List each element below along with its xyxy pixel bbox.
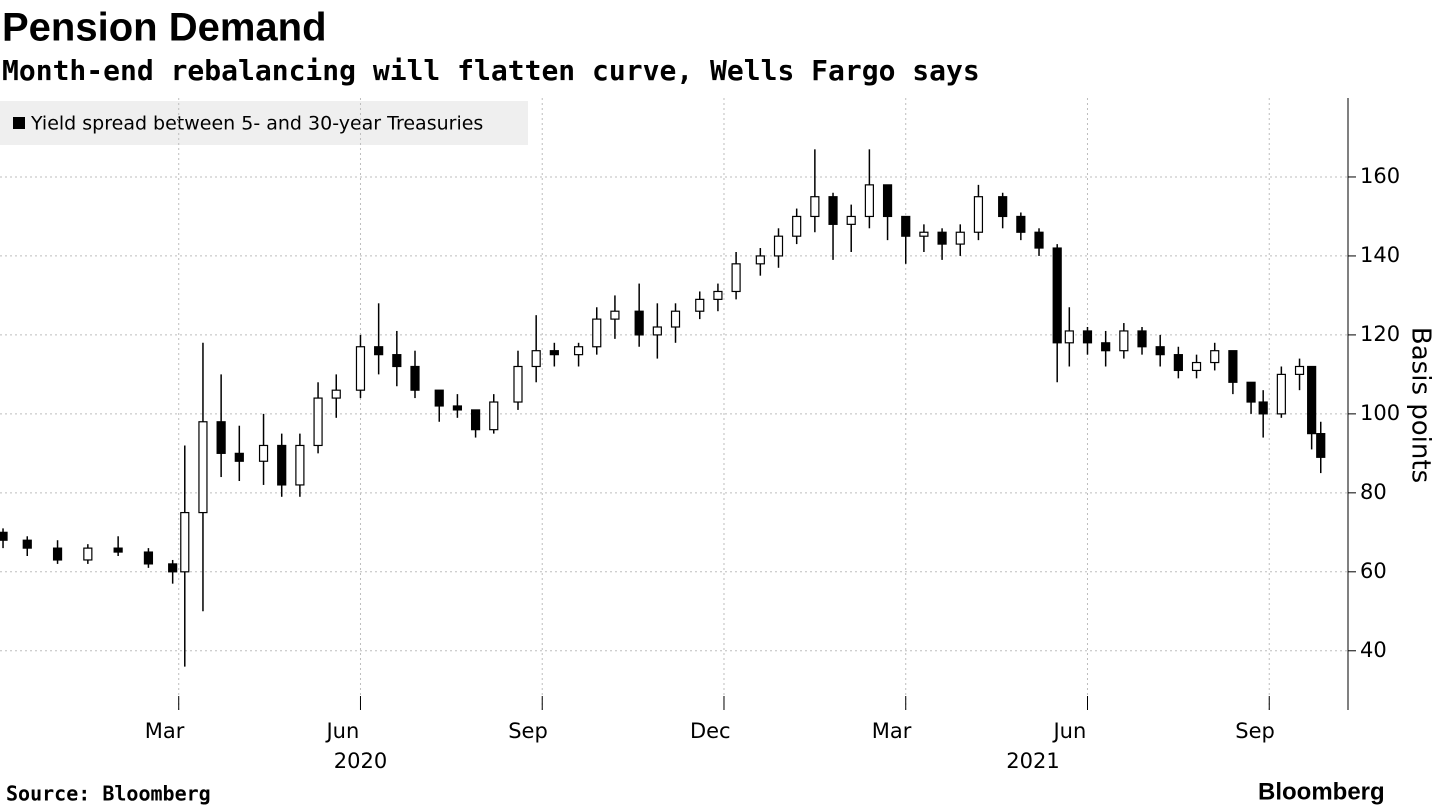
candle-body xyxy=(410,365,420,391)
y-tick-label: 140 xyxy=(1360,243,1400,267)
candle-body xyxy=(610,310,620,320)
y-axis-title: Basis points xyxy=(1406,327,1436,483)
legend-box xyxy=(0,101,528,145)
x-tick-label: Mar xyxy=(872,719,912,743)
candle-body xyxy=(1119,330,1129,352)
candle-body xyxy=(1052,247,1062,344)
candle-body xyxy=(143,551,154,565)
candle-body xyxy=(1228,350,1238,383)
candle-body xyxy=(882,184,893,218)
candle-body xyxy=(828,196,838,225)
candle-body xyxy=(1276,373,1286,415)
candle-body xyxy=(470,409,481,431)
candle-body xyxy=(1307,365,1317,435)
candle-body xyxy=(846,215,856,225)
candle-body xyxy=(713,290,723,300)
candle-body xyxy=(1101,342,1111,352)
candle-body xyxy=(434,389,444,407)
candle-body xyxy=(1191,361,1202,372)
legend-label: Yield spread between 5- and 30-year Trea… xyxy=(30,113,483,135)
candle-body xyxy=(1155,346,1165,356)
x-tick-label: Jun xyxy=(324,719,359,743)
y-tick-label: 40 xyxy=(1360,638,1387,662)
y-tick-label: 160 xyxy=(1360,164,1400,188)
candle-body xyxy=(489,401,499,431)
candle-body xyxy=(695,298,705,312)
legend-swatch xyxy=(13,117,25,129)
candle-body xyxy=(792,215,802,237)
candle-body xyxy=(1016,215,1026,233)
candle-body xyxy=(52,547,63,561)
candle-body xyxy=(1173,354,1183,372)
x-tick-label: Sep xyxy=(1235,719,1275,743)
candle-body xyxy=(652,326,662,336)
candle-body xyxy=(313,397,323,447)
source: Source: Bloomberg xyxy=(6,782,211,806)
candle-body xyxy=(1210,350,1220,364)
candle-body xyxy=(331,389,341,399)
candle-body xyxy=(277,444,287,486)
candle-body xyxy=(452,405,463,411)
candle-body xyxy=(1258,401,1268,415)
candle-body xyxy=(198,421,208,514)
candle-body xyxy=(83,547,93,561)
candle-body xyxy=(22,539,32,549)
candle-body xyxy=(1294,365,1305,375)
candle-body xyxy=(168,563,178,573)
candle-body xyxy=(810,196,820,218)
candle-body xyxy=(901,215,911,237)
candle-body xyxy=(0,531,8,541)
candle-body xyxy=(234,452,244,462)
candle-body xyxy=(180,511,190,573)
candle-body xyxy=(755,255,765,265)
x-group-label: 2020 xyxy=(334,749,387,773)
candle-body xyxy=(919,231,929,237)
candle-body xyxy=(998,196,1008,218)
candle-body xyxy=(113,547,123,553)
x-group-label: 2021 xyxy=(1006,749,1059,773)
candle-body xyxy=(1034,231,1044,249)
candle-body xyxy=(634,310,644,336)
x-tick-label: Mar xyxy=(145,719,185,743)
candle-body xyxy=(1316,433,1326,458)
candle-body xyxy=(216,421,226,454)
candle-body xyxy=(392,354,402,368)
candle-body xyxy=(374,346,384,356)
candle-body xyxy=(670,310,681,328)
candle-body xyxy=(531,350,541,368)
chart-subtitle: Month-end rebalancing will flatten curve… xyxy=(2,54,980,87)
chart-title: Pension Demand xyxy=(2,6,327,50)
candle-body xyxy=(513,365,523,403)
x-tick-label: Sep xyxy=(508,719,548,743)
candle-body xyxy=(955,231,965,245)
candle-body xyxy=(973,196,984,233)
candle-body xyxy=(864,184,874,218)
x-tick-label: Jun xyxy=(1051,719,1086,743)
candle-body xyxy=(731,263,741,293)
brand: Bloomberg xyxy=(1258,778,1385,805)
candle-body xyxy=(355,346,366,391)
candle-body xyxy=(1137,330,1147,348)
candle-body xyxy=(773,235,784,257)
candle-body xyxy=(592,318,602,348)
y-tick-label: 60 xyxy=(1360,559,1387,583)
x-tick-label: Dec xyxy=(690,719,731,743)
candle-body xyxy=(573,346,584,356)
candle-body xyxy=(549,350,559,356)
candle-body xyxy=(1082,330,1093,344)
y-tick-label: 100 xyxy=(1360,401,1400,425)
y-tick-label: 80 xyxy=(1360,480,1387,504)
candle-body xyxy=(1064,330,1074,344)
y-tick-label: 120 xyxy=(1360,322,1400,346)
candle-body xyxy=(258,444,269,462)
candle-body xyxy=(937,231,947,245)
candle-body xyxy=(295,444,305,486)
candle-body xyxy=(1246,381,1256,403)
